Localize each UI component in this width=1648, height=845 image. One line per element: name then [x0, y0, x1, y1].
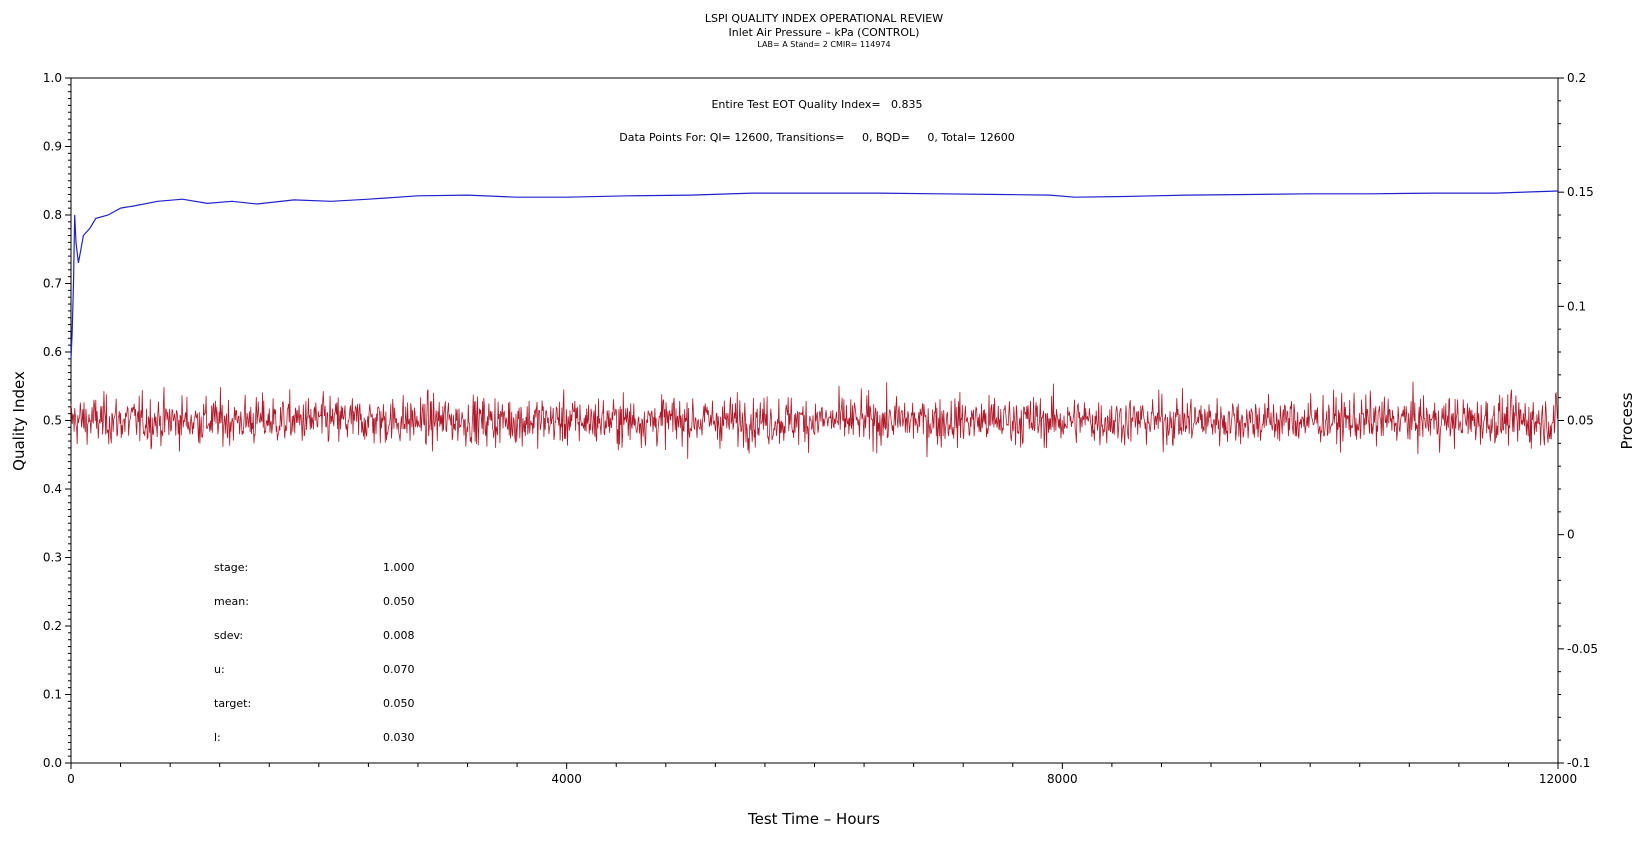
left-axis-tick-label: 0.1 [43, 688, 62, 702]
left-axis-tick-label: 0.7 [43, 277, 62, 291]
right-axis-ticks: -0.1 -0.05 0 0.05 0.1 0.15 0.2 [1558, 71, 1598, 770]
right-axis-tick-label: 0.2 [1567, 71, 1586, 85]
stat-label: mean: [214, 595, 249, 608]
stat-value: 0.070 [383, 663, 415, 676]
right-axis-tick-label: 0.15 [1567, 185, 1594, 199]
quality-index-series-line [70, 190, 1559, 359]
chart-title: LSPI QUALITY INDEX OPERATIONAL REVIEW [704, 12, 944, 25]
x-axis-tick-label: 8000 [1047, 772, 1078, 786]
x-axis-tick-label: 4000 [551, 772, 582, 786]
chart-meta: LAB= A Stand= 2 CMIR= 114974 [757, 40, 891, 49]
stat-label: l: [214, 731, 221, 744]
left-axis-tick-label: 0.8 [43, 208, 62, 222]
right-axis-tick-label: 0 [1567, 528, 1575, 542]
stats-block: stage: 1.000 mean: 0.050 sdev: 0.008 u: 0.070 ta… [214, 561, 415, 744]
data-points-annotation: Data Points For: QI= 12600, Transitions=… [619, 131, 1014, 144]
left-axis-tick-label: 1.0 [43, 71, 62, 85]
left-axis-label: Quality Index [10, 371, 28, 471]
left-axis-tick-label: 0.6 [43, 345, 62, 359]
left-axis-tick-label: 0.0 [43, 756, 62, 770]
right-axis-tick-label: -0.05 [1567, 642, 1598, 656]
stat-value: 0.050 [383, 697, 415, 710]
eot-quality-index-annotation: Entire Test EOT Quality Index= 0.835 [711, 98, 922, 111]
title-block: LSPI QUALITY INDEX OPERATIONAL REVIEW In… [0, 12, 1648, 51]
stat-label: sdev: [214, 629, 243, 642]
stat-label: u: [214, 663, 225, 676]
x-axis-tick-label: 0 [67, 772, 75, 786]
x-axis-ticks: 0 4000 8000 12000 [67, 763, 1577, 786]
process-series-line [70, 381, 1559, 459]
stat-value: 0.030 [383, 731, 415, 744]
left-axis-tick-label: 0.2 [43, 619, 62, 633]
left-axis-tick-label: 0.3 [43, 551, 62, 565]
right-axis-label: Process [1618, 392, 1636, 449]
right-axis-tick-label: -0.1 [1567, 756, 1590, 770]
left-axis-tick-label: 0.4 [43, 482, 62, 496]
stat-label: stage: [214, 561, 248, 574]
x-axis-tick-label: 12000 [1539, 772, 1577, 786]
right-axis-tick-label: 0.1 [1567, 299, 1586, 313]
left-axis-tick-label: 0.9 [43, 140, 62, 154]
left-axis-tick-label: 0.5 [43, 414, 62, 428]
stat-label: target: [214, 697, 251, 710]
x-axis-label: Test Time – Hours [747, 810, 880, 828]
left-axis-ticks: 0.0 0.1 0.2 0.3 0.4 0.5 0.6 0.7 0.8 0.9 1.0 [43, 71, 71, 770]
stat-value: 0.008 [383, 629, 415, 642]
stat-value: 0.050 [383, 595, 415, 608]
chart-subtitle: Inlet Air Pressure – kPa (CONTROL) [728, 26, 920, 39]
stat-value: 1.000 [383, 561, 415, 574]
right-axis-tick-label: 0.05 [1567, 414, 1594, 428]
